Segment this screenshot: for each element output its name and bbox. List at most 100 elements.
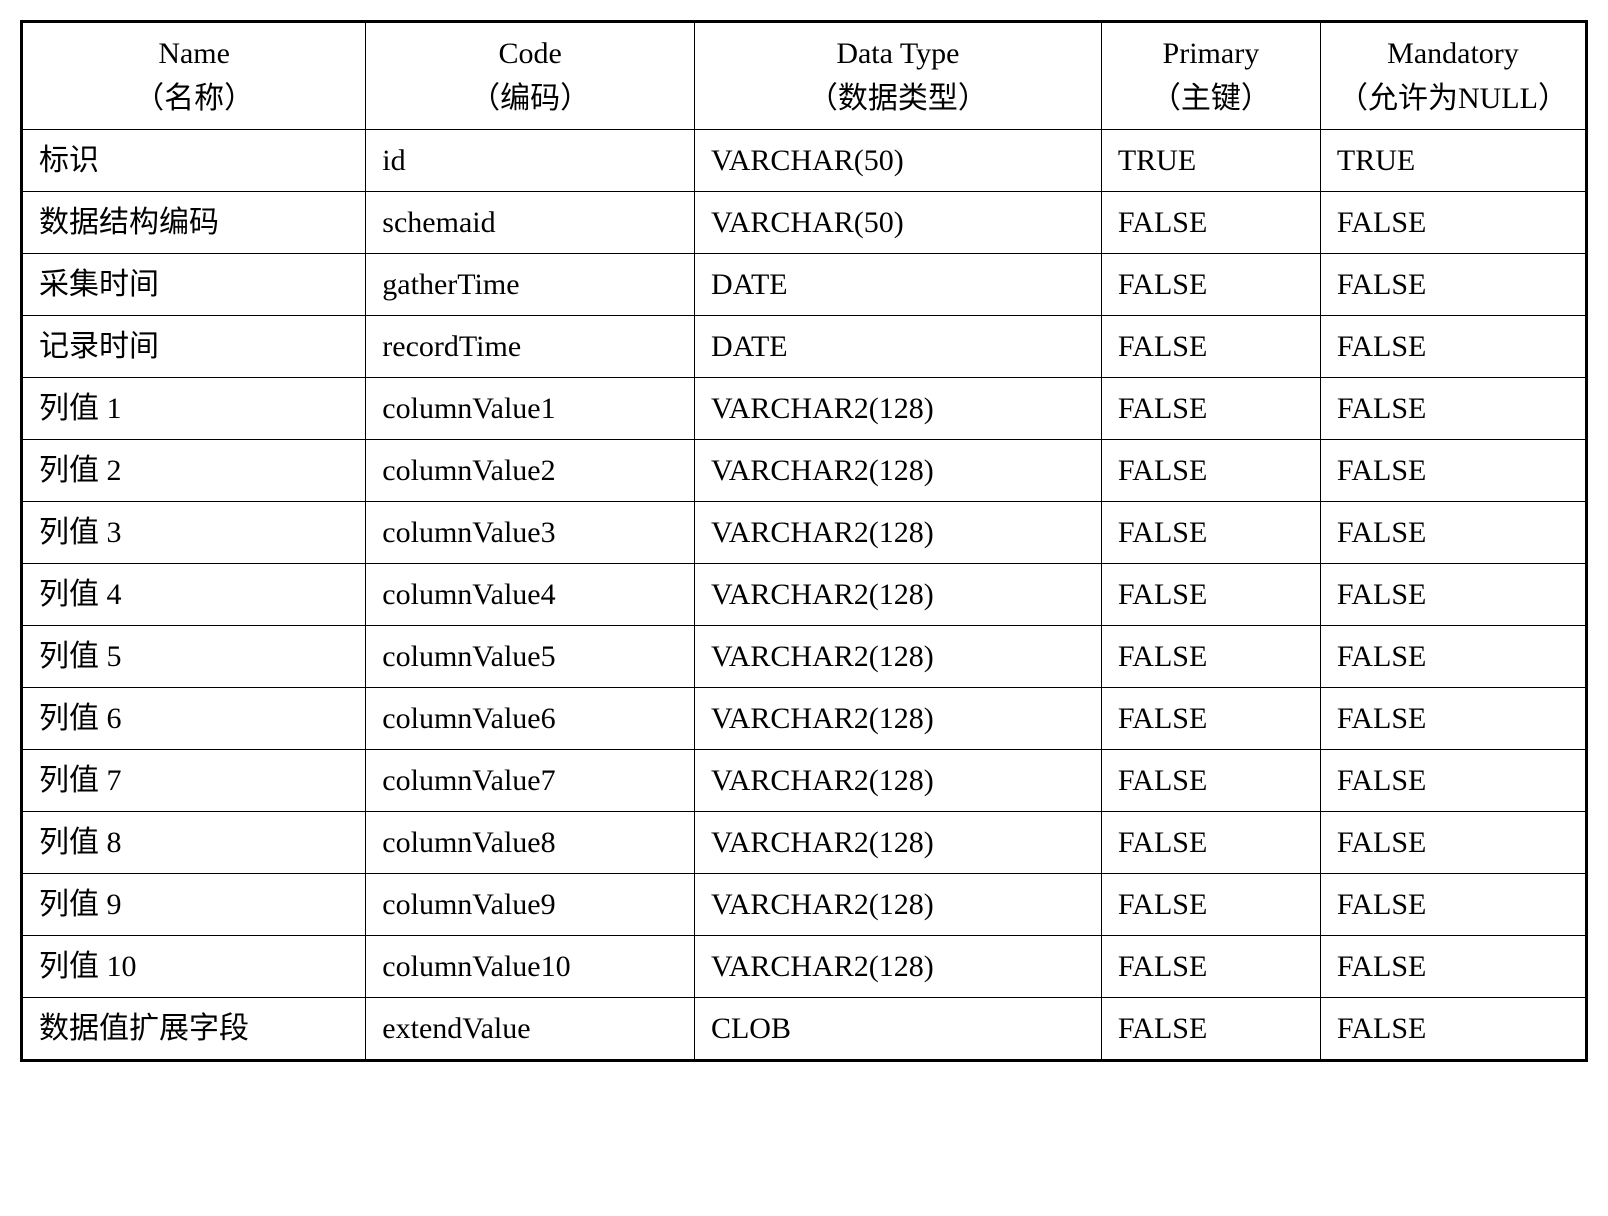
cell-mandatory: FALSE (1320, 874, 1586, 936)
table-row: 列值 7columnValue7VARCHAR2(128)FALSEFALSE (22, 750, 1587, 812)
cell-name: 列值 4 (22, 564, 366, 626)
header-primary-en: Primary (1118, 31, 1304, 76)
table-row: 列值 9columnValue9VARCHAR2(128)FALSEFALSE (22, 874, 1587, 936)
cell-primary: FALSE (1101, 378, 1320, 440)
cell-datatype: VARCHAR(50) (694, 192, 1101, 254)
cell-datatype: DATE (694, 316, 1101, 378)
cell-code: columnValue4 (366, 564, 695, 626)
cell-mandatory: FALSE (1320, 254, 1586, 316)
cell-name: 数据值扩展字段 (22, 998, 366, 1061)
table-row: 列值 4columnValue4VARCHAR2(128)FALSEFALSE (22, 564, 1587, 626)
cell-datatype: VARCHAR2(128) (694, 564, 1101, 626)
cell-datatype: VARCHAR2(128) (694, 440, 1101, 502)
cell-mandatory: FALSE (1320, 316, 1586, 378)
header-datatype-zh: （数据类型） (711, 76, 1085, 121)
cell-datatype: CLOB (694, 998, 1101, 1061)
header-name-en: Name (39, 31, 349, 76)
table-header: Name （名称） Code （编码） Data Type （数据类型） Pri… (22, 22, 1587, 130)
cell-primary: FALSE (1101, 812, 1320, 874)
table-row: 标识idVARCHAR(50)TRUETRUE (22, 130, 1587, 192)
cell-primary: FALSE (1101, 936, 1320, 998)
cell-name: 标识 (22, 130, 366, 192)
cell-datatype: VARCHAR2(128) (694, 874, 1101, 936)
cell-mandatory: FALSE (1320, 502, 1586, 564)
cell-primary: FALSE (1101, 626, 1320, 688)
cell-name: 列值 7 (22, 750, 366, 812)
cell-primary: FALSE (1101, 440, 1320, 502)
cell-datatype: VARCHAR2(128) (694, 936, 1101, 998)
cell-code: columnValue7 (366, 750, 695, 812)
cell-name: 列值 2 (22, 440, 366, 502)
cell-mandatory: FALSE (1320, 750, 1586, 812)
table-row: 列值 10columnValue10VARCHAR2(128)FALSEFALS… (22, 936, 1587, 998)
cell-mandatory: FALSE (1320, 812, 1586, 874)
cell-primary: FALSE (1101, 750, 1320, 812)
schema-table: Name （名称） Code （编码） Data Type （数据类型） Pri… (20, 20, 1588, 1062)
cell-code: recordTime (366, 316, 695, 378)
cell-datatype: DATE (694, 254, 1101, 316)
cell-code: gatherTime (366, 254, 695, 316)
cell-name: 列值 6 (22, 688, 366, 750)
header-datatype: Data Type （数据类型） (694, 22, 1101, 130)
cell-name: 列值 10 (22, 936, 366, 998)
cell-name: 列值 5 (22, 626, 366, 688)
table-row: 列值 3columnValue3VARCHAR2(128)FALSEFALSE (22, 502, 1587, 564)
cell-name: 列值 8 (22, 812, 366, 874)
cell-name: 采集时间 (22, 254, 366, 316)
cell-datatype: VARCHAR2(128) (694, 688, 1101, 750)
header-code-zh: （编码） (382, 76, 678, 121)
cell-primary: FALSE (1101, 564, 1320, 626)
cell-code: id (366, 130, 695, 192)
cell-code: columnValue3 (366, 502, 695, 564)
table-body: 标识idVARCHAR(50)TRUETRUE数据结构编码schemaidVAR… (22, 130, 1587, 1061)
cell-datatype: VARCHAR2(128) (694, 502, 1101, 564)
cell-datatype: VARCHAR(50) (694, 130, 1101, 192)
header-primary: Primary （主键） (1101, 22, 1320, 130)
table-row: 列值 2columnValue2VARCHAR2(128)FALSEFALSE (22, 440, 1587, 502)
cell-code: columnValue1 (366, 378, 695, 440)
cell-name: 数据结构编码 (22, 192, 366, 254)
cell-code: columnValue5 (366, 626, 695, 688)
table-row: 数据结构编码schemaidVARCHAR(50)FALSEFALSE (22, 192, 1587, 254)
header-name-zh: （名称） (39, 76, 349, 121)
cell-primary: FALSE (1101, 874, 1320, 936)
cell-code: columnValue10 (366, 936, 695, 998)
cell-mandatory: FALSE (1320, 440, 1586, 502)
table-row: 列值 1columnValue1VARCHAR2(128)FALSEFALSE (22, 378, 1587, 440)
cell-mandatory: TRUE (1320, 130, 1586, 192)
header-row: Name （名称） Code （编码） Data Type （数据类型） Pri… (22, 22, 1587, 130)
header-datatype-en: Data Type (711, 31, 1085, 76)
cell-mandatory: FALSE (1320, 564, 1586, 626)
cell-primary: FALSE (1101, 998, 1320, 1061)
cell-datatype: VARCHAR2(128) (694, 378, 1101, 440)
cell-name: 记录时间 (22, 316, 366, 378)
cell-datatype: VARCHAR2(128) (694, 626, 1101, 688)
table-row: 列值 5columnValue5VARCHAR2(128)FALSEFALSE (22, 626, 1587, 688)
cell-primary: FALSE (1101, 254, 1320, 316)
cell-datatype: VARCHAR2(128) (694, 750, 1101, 812)
cell-name: 列值 9 (22, 874, 366, 936)
cell-mandatory: FALSE (1320, 192, 1586, 254)
table-row: 列值 8columnValue8VARCHAR2(128)FALSEFALSE (22, 812, 1587, 874)
cell-name: 列值 1 (22, 378, 366, 440)
header-mandatory-en: Mandatory (1337, 31, 1569, 76)
cell-primary: TRUE (1101, 130, 1320, 192)
cell-primary: FALSE (1101, 502, 1320, 564)
cell-mandatory: FALSE (1320, 998, 1586, 1061)
cell-code: extendValue (366, 998, 695, 1061)
cell-mandatory: FALSE (1320, 936, 1586, 998)
header-code: Code （编码） (366, 22, 695, 130)
cell-name: 列值 3 (22, 502, 366, 564)
table-row: 记录时间recordTimeDATEFALSEFALSE (22, 316, 1587, 378)
header-name: Name （名称） (22, 22, 366, 130)
cell-code: columnValue6 (366, 688, 695, 750)
table-row: 采集时间gatherTimeDATEFALSEFALSE (22, 254, 1587, 316)
cell-datatype: VARCHAR2(128) (694, 812, 1101, 874)
cell-mandatory: FALSE (1320, 688, 1586, 750)
cell-code: columnValue8 (366, 812, 695, 874)
header-code-en: Code (382, 31, 678, 76)
cell-mandatory: FALSE (1320, 626, 1586, 688)
cell-primary: FALSE (1101, 316, 1320, 378)
cell-code: columnValue9 (366, 874, 695, 936)
cell-primary: FALSE (1101, 688, 1320, 750)
